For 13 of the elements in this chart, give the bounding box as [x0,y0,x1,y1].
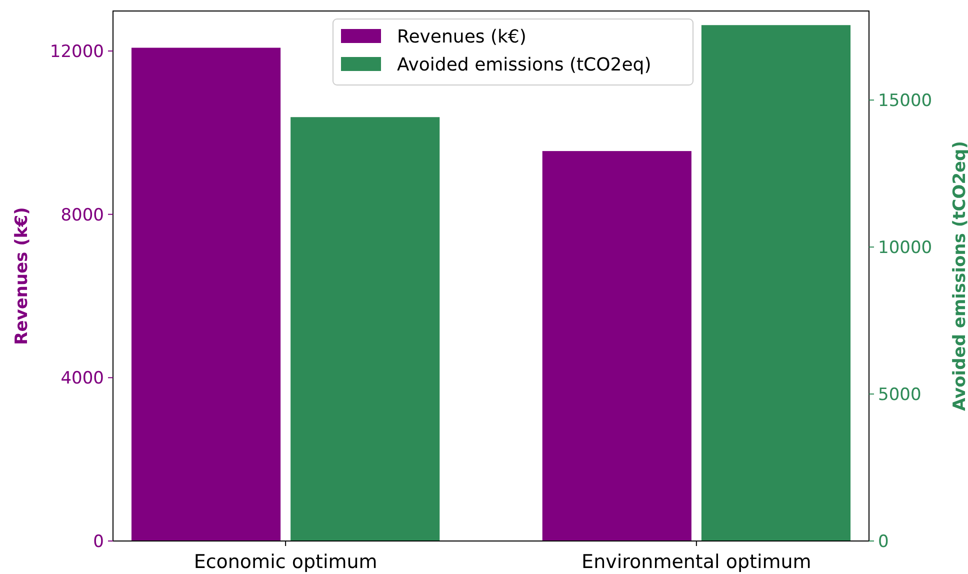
y-tick-label: 4000 [60,368,104,389]
y2-tick-label: 15000 [878,91,932,112]
y-tick-label: 8000 [60,205,104,226]
y-tick-label: 0 [93,532,104,552]
x-tick-label: Environmental optimum [582,551,812,573]
y-axis-title: Revenues (k€) [12,207,32,345]
x-tick-label: Economic optimum [194,551,378,573]
y-tick-label: 12000 [50,42,104,62]
y2-tick-label: 5000 [878,384,922,405]
y2-tick-label: 10000 [878,238,932,258]
legend-label: Revenues (k€) [397,26,526,48]
legend-label: Avoided emissions (tCO2eq) [397,54,652,76]
y2-tick-label: 0 [878,532,889,552]
